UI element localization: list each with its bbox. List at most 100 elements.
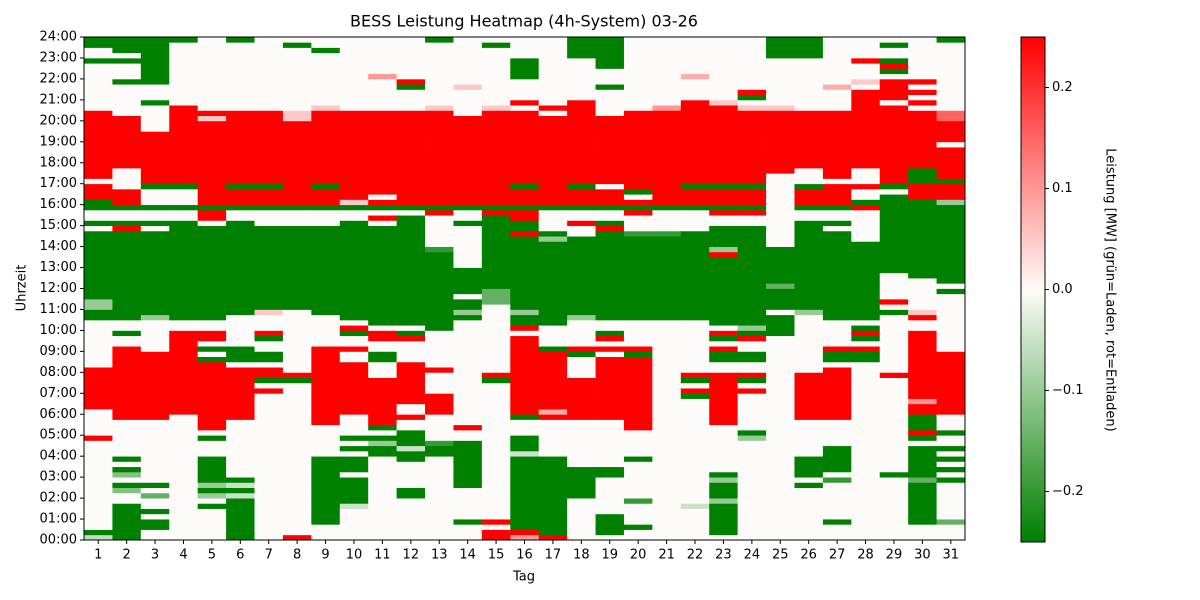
heatmap-cell <box>481 136 511 143</box>
heatmap-cell <box>908 110 937 116</box>
heatmap-cell <box>140 267 170 274</box>
heatmap-cell <box>169 450 199 457</box>
heatmap-cell <box>794 147 824 153</box>
heatmap-cell <box>510 330 540 337</box>
heatmap-cell <box>226 372 255 378</box>
heatmap-cell <box>538 487 568 494</box>
heatmap-cell <box>169 314 199 321</box>
heatmap-cell <box>680 246 710 253</box>
heatmap-cell <box>851 99 881 106</box>
heatmap-cell <box>510 524 540 530</box>
heatmap-cell <box>851 204 881 211</box>
heatmap-cell <box>112 508 142 515</box>
heatmap-cell <box>226 52 255 59</box>
heatmap-cell <box>652 241 682 247</box>
heatmap-cell <box>84 367 113 373</box>
heatmap-cell <box>140 445 170 452</box>
heatmap-cell <box>112 388 142 394</box>
heatmap-cell <box>396 183 426 190</box>
heatmap-cell <box>112 419 142 426</box>
x-tick-label: 26 <box>800 548 817 563</box>
heatmap-cell <box>481 309 511 316</box>
heatmap-cell <box>822 477 852 483</box>
heatmap-cell <box>851 47 881 54</box>
heatmap-cell <box>822 398 852 405</box>
heatmap-cell <box>112 63 142 69</box>
heatmap-cell <box>481 178 511 185</box>
heatmap-cell <box>936 251 966 258</box>
heatmap-cell <box>254 298 284 305</box>
heatmap-cell <box>908 120 937 127</box>
heatmap-cell <box>254 471 284 478</box>
heatmap-cell <box>908 351 937 358</box>
heatmap-cell <box>595 346 625 352</box>
heatmap-cell <box>396 403 426 410</box>
heatmap-cell <box>709 477 739 483</box>
heatmap-cell <box>709 37 739 43</box>
heatmap-cell <box>169 429 199 436</box>
heatmap-cell <box>879 110 909 116</box>
heatmap-cell <box>936 304 966 310</box>
heatmap-cell <box>112 78 142 85</box>
heatmap-cell <box>84 419 113 426</box>
heatmap-cell <box>396 393 426 399</box>
heatmap-cell <box>766 492 795 499</box>
heatmap-cell <box>908 477 937 483</box>
heatmap-cell <box>822 393 852 399</box>
heatmap-cell <box>282 424 312 431</box>
heatmap-cell <box>84 424 113 431</box>
heatmap-cell <box>510 461 540 468</box>
heatmap-cell <box>254 487 284 494</box>
heatmap-cell <box>936 105 966 111</box>
heatmap-cell <box>709 188 739 195</box>
heatmap-cell <box>822 487 852 494</box>
heatmap-cell <box>766 534 795 541</box>
heatmap-cell <box>851 42 881 48</box>
heatmap-cell <box>595 126 625 132</box>
heatmap-cell <box>197 267 227 274</box>
heatmap-cell <box>425 508 454 515</box>
heatmap-cell <box>339 325 369 331</box>
heatmap-cell <box>652 105 682 111</box>
heatmap-cell <box>652 141 682 148</box>
heatmap-cell <box>709 131 739 137</box>
heatmap-cell <box>282 419 312 426</box>
heatmap-cell <box>396 157 426 164</box>
heatmap-cell <box>680 47 710 54</box>
heatmap-cell <box>140 393 170 399</box>
heatmap-cell <box>197 89 227 96</box>
heatmap-cell <box>169 57 199 64</box>
heatmap-cell <box>169 278 199 284</box>
heatmap-cell <box>453 257 483 263</box>
heatmap-cell <box>453 262 483 268</box>
heatmap-cell <box>339 94 369 101</box>
heatmap-cell <box>623 188 653 195</box>
heatmap-cell <box>936 141 966 148</box>
heatmap-cell <box>936 351 966 358</box>
heatmap-cell <box>822 272 852 279</box>
heatmap-cell <box>680 445 710 452</box>
heatmap-cell <box>453 498 483 504</box>
heatmap-cell <box>766 482 795 489</box>
heatmap-cell <box>538 330 568 337</box>
heatmap-cell <box>538 477 568 483</box>
heatmap-cell <box>595 199 625 206</box>
heatmap-cell <box>908 409 937 415</box>
heatmap-cell <box>425 382 454 389</box>
heatmap-cell <box>140 241 170 247</box>
heatmap-cell <box>538 162 568 169</box>
heatmap-cell <box>396 173 426 179</box>
heatmap-cell <box>197 492 227 499</box>
heatmap-cell <box>766 199 795 206</box>
heatmap-cell <box>595 503 625 509</box>
heatmap-cell <box>481 283 511 289</box>
heatmap-cell <box>680 99 710 106</box>
heatmap-cell <box>425 513 454 520</box>
heatmap-cell <box>737 534 767 541</box>
heatmap-cell <box>282 115 312 122</box>
heatmap-cell <box>140 388 170 394</box>
heatmap-cell <box>709 167 739 174</box>
heatmap-cell <box>311 445 341 452</box>
heatmap-cell <box>879 377 909 384</box>
heatmap-cell <box>425 503 454 509</box>
